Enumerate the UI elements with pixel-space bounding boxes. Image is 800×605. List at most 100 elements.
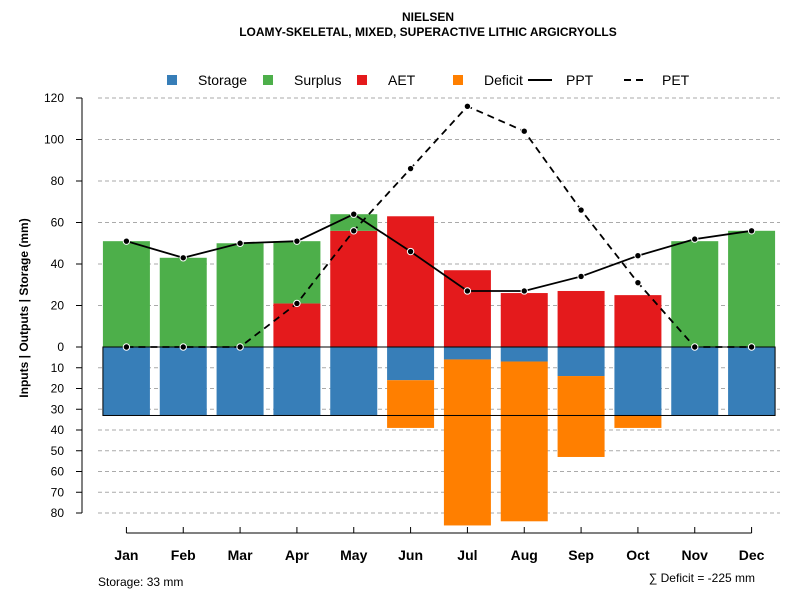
storage-bar <box>216 347 264 416</box>
pet-point <box>406 164 415 173</box>
axes-layer: 0 20 40 60 80 100 120 10 20 30 40 50 60 70 80 Jan Feb Mar… <box>44 91 765 563</box>
y-tick-label: 40 <box>51 423 65 437</box>
storage-bar <box>330 347 378 416</box>
x-tick-label-nov: Nov <box>682 547 709 563</box>
pet-point <box>577 206 585 214</box>
y-tick-label: 20 <box>51 382 65 396</box>
y-tick-label: 80 <box>51 174 65 188</box>
chart-title: NIELSEN <box>402 10 454 24</box>
y-tick-label: 30 <box>51 402 65 416</box>
x-tick-label-sep: Sep <box>568 547 594 563</box>
x-tick-label-dec: Dec <box>739 547 765 563</box>
legend-swatch-deficit <box>453 75 463 85</box>
surplus-bar <box>671 241 719 347</box>
x-tick-label-feb: Feb <box>171 547 196 563</box>
pet-line <box>126 105 752 348</box>
y-tick-label: 0 <box>57 340 64 354</box>
storage-footer: Storage: 33 mm <box>98 575 183 589</box>
ppt-point <box>406 247 415 256</box>
legend-label-pet: PET <box>662 72 690 88</box>
pet-point <box>747 343 756 351</box>
aet-bar <box>443 270 491 347</box>
storage-frame <box>102 346 776 416</box>
deficit-bar <box>614 415 662 428</box>
y-tick-label: 20 <box>51 299 65 313</box>
legend-swatch-storage <box>167 75 177 85</box>
deficit-bar <box>500 361 548 522</box>
legend-swatch-surplus <box>263 75 273 85</box>
storage-bar <box>557 347 605 377</box>
storage-bar <box>443 347 491 360</box>
ppt-line <box>126 213 752 292</box>
x-tick-label-aug: Aug <box>511 547 538 563</box>
legend-label-ppt: PPT <box>566 72 594 88</box>
ppt-point <box>747 227 756 235</box>
y-tick-label: 70 <box>51 485 65 499</box>
y-axis-label: Inputs | Outputs | Storage (mm) <box>17 218 31 397</box>
pet-point <box>350 227 358 235</box>
storage-bar <box>387 347 435 381</box>
ppt-point <box>122 237 131 245</box>
x-tick-label-jul: Jul <box>457 547 477 563</box>
x-tick-label-apr: Apr <box>285 547 310 563</box>
surplus-bar <box>102 241 150 347</box>
y-tick-label: 100 <box>44 133 64 147</box>
gridlines <box>98 97 780 514</box>
pet-point <box>520 127 528 135</box>
y-tick-label: 60 <box>51 216 65 230</box>
storage-bar <box>102 347 150 416</box>
ppt-point <box>293 237 301 245</box>
ppt-point <box>577 272 585 281</box>
deficit-bar <box>557 376 605 457</box>
pet-point <box>293 299 301 308</box>
aet-bar <box>273 303 321 347</box>
y-tick-label: 10 <box>51 361 65 375</box>
legend-label-storage: Storage <box>198 72 247 88</box>
bars-layer <box>102 214 776 526</box>
pet-point <box>179 343 187 351</box>
y-tick-label: 80 <box>51 506 65 520</box>
ppt-point <box>236 239 244 247</box>
storage-capacity-box <box>102 346 776 416</box>
chart-subtitle: LOAMY-SKELETAL, MIXED, SUPERACTIVE LITHI… <box>239 25 617 39</box>
ppt-point <box>179 254 187 262</box>
y-tick-label: 50 <box>51 444 65 458</box>
deficit-footer: ∑ Deficit = -225 mm <box>649 571 755 585</box>
surplus-bar <box>159 257 207 347</box>
aet-bar <box>387 216 435 347</box>
pet-point <box>634 278 642 287</box>
storage-bar <box>614 347 662 416</box>
pet-point <box>463 102 472 111</box>
storage-bar <box>159 347 207 416</box>
y-tick-label: 120 <box>44 91 64 105</box>
legend-label-deficit: Deficit <box>484 72 523 88</box>
x-tick-label-jun: Jun <box>398 547 423 563</box>
deficit-bar <box>443 359 491 526</box>
legend-swatch-aet <box>357 75 367 85</box>
legend: Storage Surplus AET Deficit PPT PET <box>167 72 690 88</box>
surplus-bar <box>273 241 321 304</box>
ppt-point <box>520 287 528 295</box>
legend-label-surplus: Surplus <box>294 72 341 88</box>
legend-label-aet: AET <box>388 72 416 88</box>
deficit-bar <box>387 380 435 428</box>
storage-bar <box>273 347 321 416</box>
x-tick-label-mar: Mar <box>228 547 253 563</box>
storage-bar <box>500 347 548 362</box>
ppt-point <box>634 252 642 260</box>
ppt-point <box>350 210 358 218</box>
x-tick-label-jan: Jan <box>114 547 138 563</box>
aet-bar <box>330 230 378 347</box>
surplus-bar <box>728 230 776 347</box>
aet-bar <box>614 295 662 347</box>
storage-bar <box>728 347 776 416</box>
ppt-point <box>463 287 472 295</box>
aet-bar <box>500 293 548 347</box>
pet-point <box>236 343 244 351</box>
aet-bar <box>557 290 605 347</box>
x-tick-label-may: May <box>340 547 367 563</box>
lines-layer <box>122 102 756 351</box>
y-tick-label: 40 <box>51 257 65 271</box>
